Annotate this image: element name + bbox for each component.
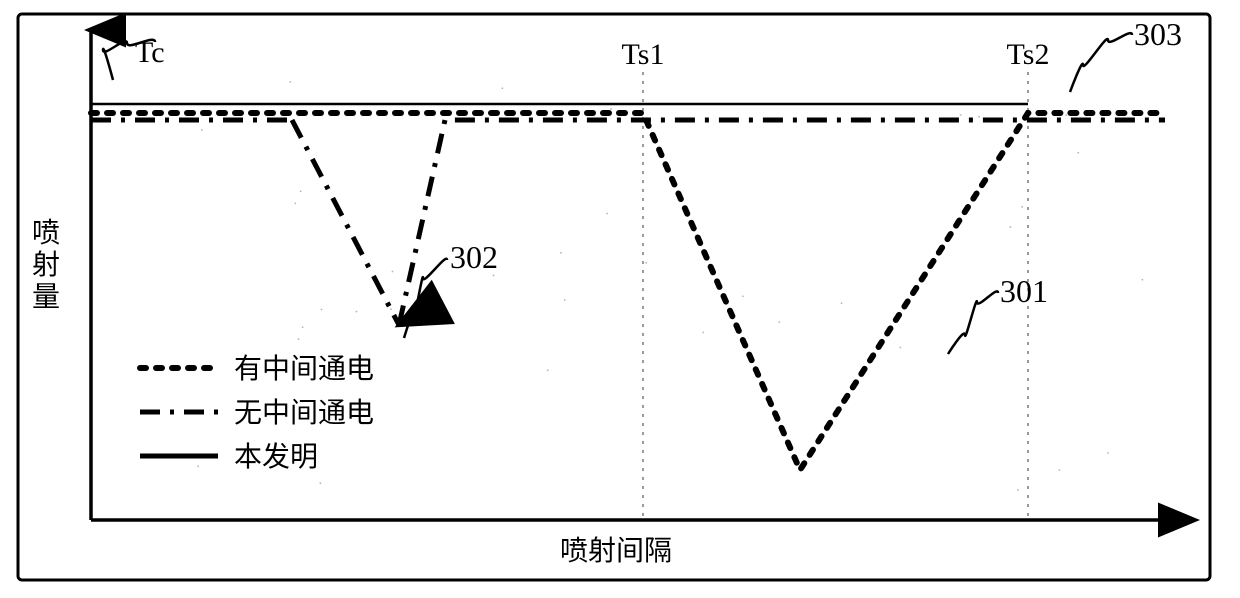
svg-text:Ts2: Ts2 — [1007, 38, 1050, 71]
svg-text:302: 302 — [450, 239, 498, 275]
svg-text:Ts1: Ts1 — [622, 38, 665, 71]
svg-text:303: 303 — [1134, 16, 1182, 52]
svg-text:喷射量: 喷射量 — [32, 217, 60, 313]
svg-text:喷射间隔: 喷射间隔 — [560, 535, 672, 567]
svg-text:Tc: Tc — [135, 36, 165, 69]
svg-text:有中间通电: 有中间通电 — [234, 353, 374, 385]
svg-text:本发明: 本发明 — [234, 441, 318, 473]
svg-text:301: 301 — [1000, 273, 1048, 309]
svg-text:无中间通电: 无中间通电 — [234, 397, 374, 429]
